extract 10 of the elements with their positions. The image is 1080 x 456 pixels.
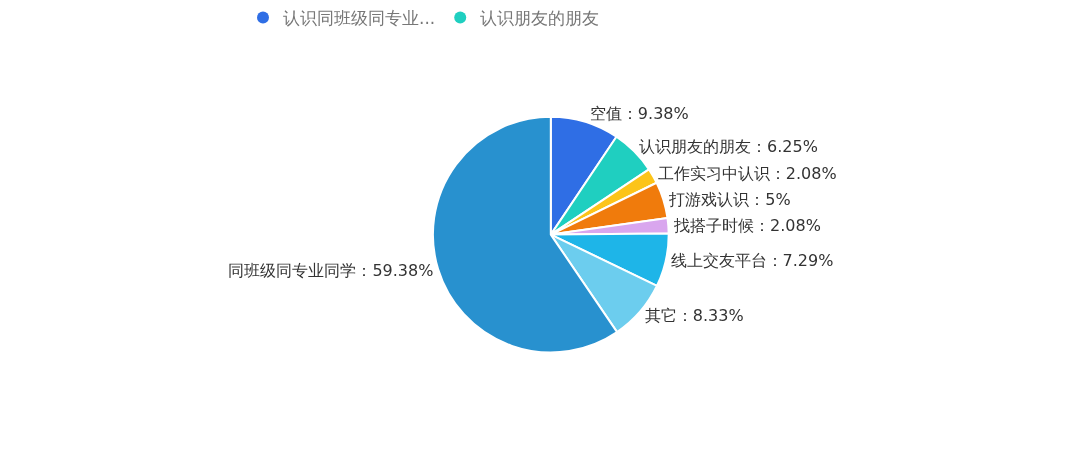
slice-label: 找搭子时候：2.08%: [673, 216, 821, 236]
slice-label: 空值：9.38%: [589, 103, 689, 123]
slice-label: 线上交友平台：7.29%: [670, 251, 834, 271]
category-label: 认识朋友的朋友：6.25%: [639, 137, 818, 157]
legend-label: 认识朋友的朋友: [480, 8, 600, 29]
slice-label: 工作实习中认识：2.08%: [657, 164, 837, 184]
slice-label: 同班级同专业同学：59.38%: [228, 260, 434, 280]
slice-label: 打游戏认识：5%: [668, 189, 791, 209]
text: 认识同班级同专业...: [283, 8, 436, 29]
slice-label: 其它：8.33%: [644, 306, 744, 326]
